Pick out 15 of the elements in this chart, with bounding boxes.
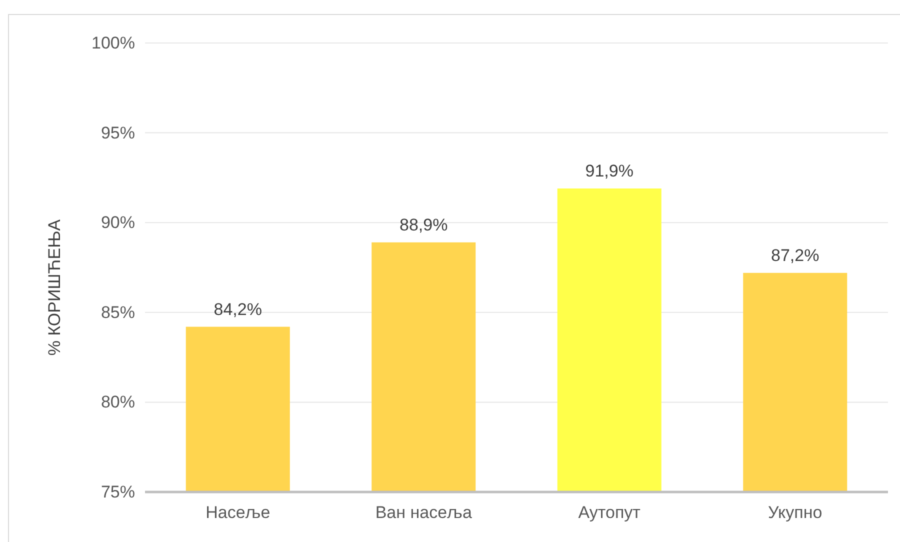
x-tick-label: Укупно — [768, 503, 822, 522]
y-axis-title: % КОРИШЋЕЊА — [45, 218, 64, 356]
x-tick-label: Аутопут — [578, 503, 641, 522]
y-tick-label: 100% — [92, 33, 135, 52]
y-tick-label: 85% — [100, 302, 135, 322]
x-tick-label: Ван насеља — [375, 503, 472, 522]
y-tick-label: 75% — [100, 482, 135, 502]
data-label: 88,9% — [400, 215, 448, 234]
x-tick-label: Насеље — [206, 503, 270, 522]
data-label: 91,9% — [585, 161, 634, 180]
y-tick-label: 90% — [100, 213, 135, 232]
data-label: 84,2% — [214, 300, 262, 319]
data-label: 87,2% — [771, 246, 820, 265]
y-tick-label: 95% — [100, 123, 135, 142]
y-tick-label: 80% — [100, 392, 135, 412]
